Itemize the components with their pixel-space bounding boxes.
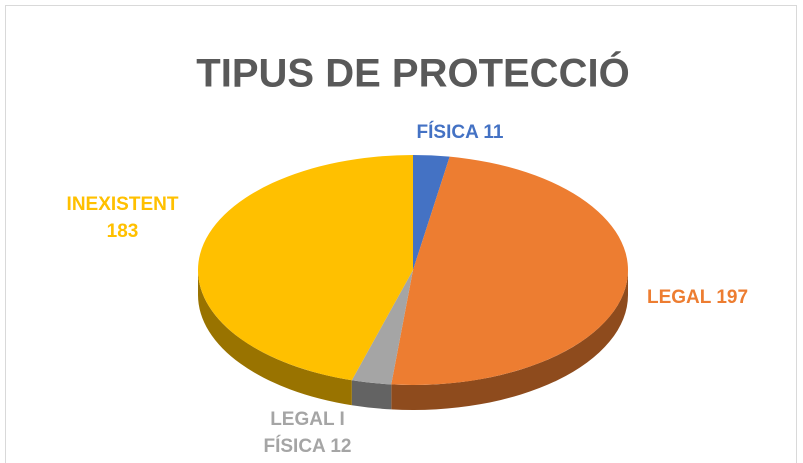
pie-slice bbox=[197, 154, 413, 381]
pie-slice bbox=[351, 270, 413, 385]
data-label: LEGAL I FÍSICA 12 bbox=[250, 406, 365, 460]
data-label: FÍSICA 11 bbox=[390, 119, 530, 146]
data-label: INEXISTENT 183 bbox=[55, 191, 190, 245]
data-label: LEGAL 197 bbox=[625, 284, 770, 311]
label-value: 183 bbox=[106, 221, 139, 242]
label-category: LEGAL I FÍSICA bbox=[263, 409, 345, 457]
chart-title: TIPUS DE PROTECCIÓ bbox=[196, 50, 629, 96]
pie-side bbox=[391, 270, 628, 410]
label-value: 12 bbox=[330, 436, 352, 457]
label-value: 197 bbox=[716, 287, 749, 308]
label-category: FÍSICA bbox=[416, 122, 479, 143]
label-category: INEXISTENT bbox=[66, 194, 179, 215]
label-category: LEGAL bbox=[646, 287, 712, 308]
pie-side bbox=[351, 380, 392, 410]
pie-slice bbox=[413, 155, 450, 270]
label-value: 11 bbox=[483, 122, 504, 143]
pie-side bbox=[198, 270, 352, 406]
pie-slice bbox=[391, 156, 628, 385]
